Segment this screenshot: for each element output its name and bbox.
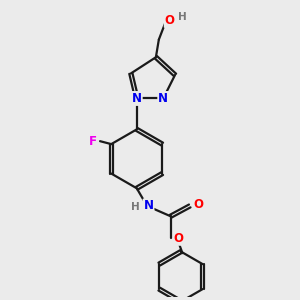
- Text: H: H: [178, 13, 187, 22]
- Text: N: N: [132, 92, 142, 105]
- Text: O: O: [165, 14, 175, 27]
- Text: H: H: [131, 202, 140, 212]
- Text: O: O: [193, 198, 203, 211]
- Text: N: N: [143, 200, 154, 212]
- Text: O: O: [174, 232, 184, 245]
- Text: F: F: [89, 135, 97, 148]
- Text: N: N: [158, 92, 168, 105]
